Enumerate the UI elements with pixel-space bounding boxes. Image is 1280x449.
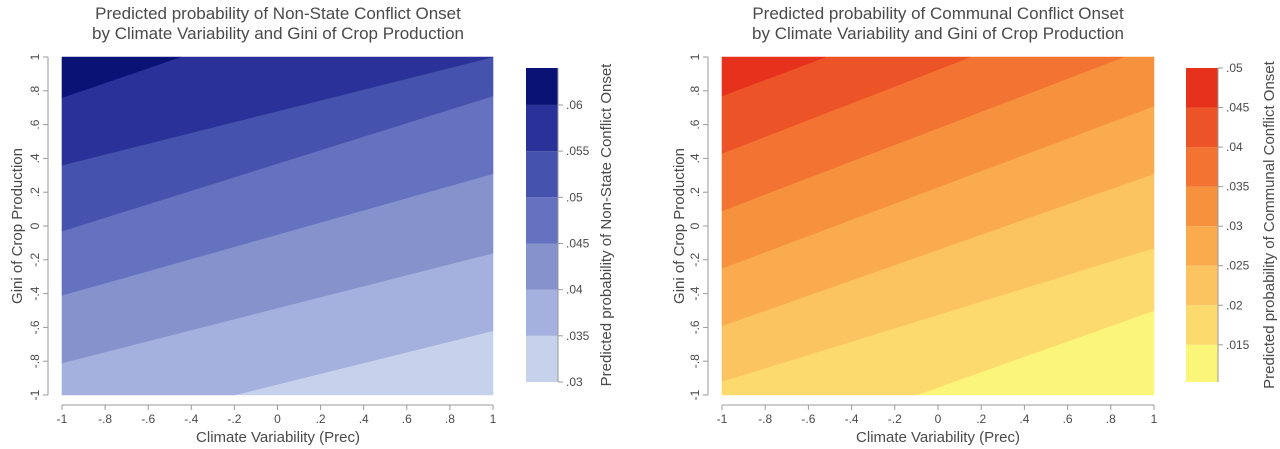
y-tick-label: .6 (688, 119, 702, 129)
colorbar: .015 .02 .025 .03 .035 .04 .045 .05 (1186, 61, 1250, 382)
colorbar-tick-label: .03 (1226, 219, 1243, 233)
colorbar-band (526, 151, 558, 198)
y-tick-label: -.6 (28, 320, 42, 334)
x-tick-label: .2 (316, 412, 326, 426)
contour-band (61, 252, 494, 396)
x-tick-label: 1 (490, 412, 497, 426)
chart-panel-communal: Predicted probability of Communal Confli… (671, 4, 1278, 446)
y-tick-label: .8 (28, 85, 42, 95)
y-tick-label: .4 (28, 153, 42, 163)
colorbar-tick-label: .03 (566, 375, 583, 389)
x-tick-label: -.4 (845, 412, 859, 426)
colorbar-tick-label: .04 (566, 283, 583, 297)
chart-title: Predicted probability of Communal Confli… (752, 4, 1124, 23)
colorbar-tick-label: .05 (1226, 61, 1243, 75)
axes: -1 -.8 -.6 -.4 -.2 0 .2 .4 .6 .8 1 -1 -.8 -.6 -.4 -.2 0.… (28, 53, 497, 426)
x-tick-label: .4 (1019, 412, 1029, 426)
x-tick-label: -.6 (141, 412, 155, 426)
chart-title: Predicted probability of Non-State Confl… (95, 4, 461, 23)
x-tick-label: 0 (935, 412, 942, 426)
x-tick-label: .6 (402, 412, 412, 426)
x-tick-label: -.8 (758, 412, 772, 426)
axes: -1 -.8 -.6 -.4 -.2 0 .2 .4 .6 .8 1 -1 -.8 -.6 -.4 -.2 0.… (688, 53, 1158, 426)
contour-plot-area (721, 56, 1155, 396)
x-tick-label: -1 (57, 412, 68, 426)
y-tick-label: 1 (28, 53, 42, 60)
contour-band (61, 56, 181, 98)
colorbar-title: Predicted probability of Non-State Confl… (598, 63, 615, 386)
y-tick-label: -.4 (28, 286, 42, 300)
y-axis-title: Gini of Crop Production (671, 148, 688, 304)
colorbar-band (526, 289, 558, 336)
colorbar-band (526, 197, 558, 244)
chart-subtitle: by Climate Variability and Gini of Crop … (752, 24, 1124, 43)
y-tick-label: -.8 (28, 354, 42, 368)
colorbar: .03 .035 .04 .045 .05 .055 .06 (526, 68, 590, 389)
x-tick-label: -1 (717, 412, 728, 426)
y-tick-label: .8 (688, 85, 702, 95)
contour-band (721, 247, 1155, 396)
y-tick-label: -1 (28, 389, 42, 400)
y-tick-label: -1 (688, 389, 702, 400)
colorbar-tick-label: .05 (566, 190, 583, 204)
x-tick-label: -.2 (888, 412, 902, 426)
colorbar-tick-label: .045 (566, 236, 590, 250)
colorbar-tick-label: .06 (566, 98, 583, 112)
colorbar-title: Predicted probability of Communal Confli… (1261, 60, 1278, 388)
x-tick-label: -.8 (98, 412, 112, 426)
colorbar-tick-label: .02 (1226, 298, 1243, 312)
chart-subtitle: by Climate Variability and Gini of Crop … (92, 24, 464, 43)
y-tick-label: 1 (688, 53, 702, 60)
colorbar-band (1186, 226, 1218, 266)
y-tick-label: -.6 (688, 320, 702, 334)
x-axis-title: Climate Variability (Prec) (856, 429, 1020, 446)
x-tick-label: 0 (274, 412, 281, 426)
y-tick-label: -.4 (688, 286, 702, 300)
colorbar-band (1186, 68, 1218, 108)
x-tick-label: .6 (1063, 412, 1073, 426)
x-tick-label: -.4 (184, 412, 198, 426)
contour-plot-area (61, 56, 494, 396)
colorbar-band (1186, 265, 1218, 306)
colorbar-tick-label: .035 (1226, 180, 1250, 194)
y-tick-label: -.2 (28, 252, 42, 266)
colorbar-tick-label: .045 (1226, 101, 1250, 115)
colorbar-band (1186, 147, 1218, 187)
y-tick-label: .2 (688, 187, 702, 197)
x-tick-label: .8 (1106, 412, 1116, 426)
x-tick-label: 1 (1151, 412, 1158, 426)
x-tick-label: .4 (359, 412, 369, 426)
y-tick-label: 0 (28, 222, 42, 229)
contour-band (721, 56, 826, 97)
chart-panel-non-state: Predicted probability of Non-State Confl… (9, 4, 615, 446)
x-tick-label: .8 (445, 412, 455, 426)
colorbar-band (526, 335, 558, 382)
colorbar-band (526, 104, 558, 152)
colorbar-band (1186, 186, 1218, 227)
colorbar-band (1186, 107, 1218, 148)
y-tick-label: 0 (688, 222, 702, 229)
colorbar-tick-label: .025 (1226, 259, 1250, 273)
x-axis-title: Climate Variability (Prec) (196, 429, 360, 446)
colorbar-band (1186, 305, 1218, 345)
colorbar-band (1186, 344, 1218, 382)
colorbar-tick-label: .035 (566, 329, 590, 343)
x-tick-label: -.2 (227, 412, 241, 426)
colorbar-tick-label: .055 (566, 144, 590, 158)
y-tick-label: .6 (28, 119, 42, 129)
colorbar-tick-label: .015 (1226, 338, 1250, 352)
y-tick-label: .2 (28, 187, 42, 197)
y-tick-label: -.2 (688, 252, 702, 266)
colorbar-band (526, 68, 558, 105)
y-tick-label: .4 (688, 153, 702, 163)
x-tick-label: -.6 (801, 412, 815, 426)
y-axis-title: Gini of Crop Production (9, 148, 26, 304)
colorbar-tick-label: .04 (1226, 140, 1243, 154)
y-tick-label: -.8 (688, 354, 702, 368)
x-tick-label: .2 (976, 412, 986, 426)
colorbar-band (526, 243, 558, 290)
